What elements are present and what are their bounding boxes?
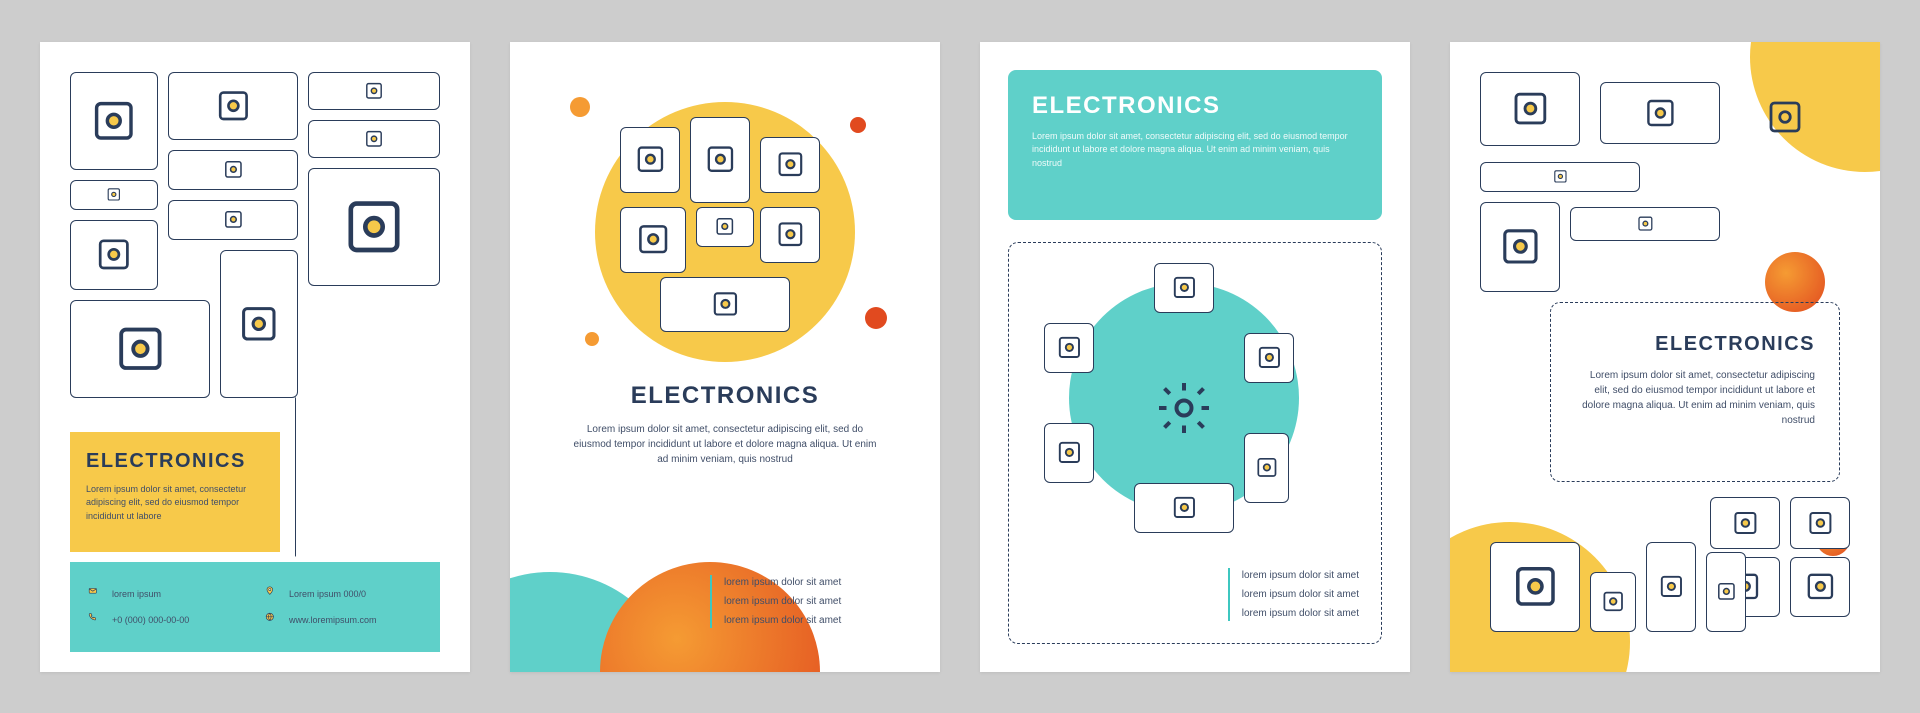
card4-title: ELECTRONICS <box>1575 333 1815 356</box>
card2-body: Lorem ipsum dolor sit amet, consectetur … <box>570 422 880 467</box>
conveyor-icon <box>660 277 790 332</box>
bullet-item: lorem ipsum dolor sit amet <box>724 594 841 609</box>
gear-icon <box>1154 378 1214 438</box>
card4-body: Lorem ipsum dolor sit amet, consectetur … <box>1575 368 1815 428</box>
tablet-icon <box>1044 423 1094 483</box>
wrench-icon <box>308 120 440 158</box>
wrench-icon <box>1570 207 1720 241</box>
coffee-maker-icon <box>760 137 820 193</box>
contact-text: lorem ipsum <box>112 589 161 599</box>
coffee-maker-icon <box>1480 202 1560 292</box>
screwdriver-icon <box>1480 162 1640 192</box>
bullet-item: lorem ipsum dolor sit amet <box>724 575 841 590</box>
pot-icon <box>696 207 754 247</box>
multicooker-icon <box>308 168 440 286</box>
phone-icon <box>88 612 104 628</box>
mixer-icon <box>1750 82 1820 152</box>
contact-item: lorem ipsum <box>88 586 245 602</box>
bullet-list: lorem ipsum dolor sit amet lorem ipsum do… <box>710 571 841 632</box>
bullet-list: lorem ipsum dolor sit amet lorem ipsum do… <box>1228 564 1359 625</box>
gear-icon <box>1044 323 1094 373</box>
blender-icon <box>1244 433 1289 503</box>
wrench-screwdriver-icon <box>1154 263 1214 313</box>
card1-body: Lorem ipsum dolor sit amet, consectetur … <box>86 483 264 524</box>
brochure-card-2: ELECTRONICS Lorem ipsum dolor sit amet, … <box>510 42 940 672</box>
stylus-icon <box>70 180 158 210</box>
brochure-card-1: ELECTRONICS Lorem ipsum dolor sit amet, … <box>40 42 470 672</box>
bullet-item: lorem ipsum dolor sit amet <box>1242 606 1359 621</box>
wrench2-icon <box>1790 497 1850 549</box>
connector-line <box>295 397 296 557</box>
blender-icon <box>1706 552 1746 632</box>
brochure-card-4: ELECTRONICS Lorem ipsum dolor sit amet, … <box>1450 42 1880 672</box>
pin-icon <box>265 586 281 602</box>
screwdriver2-icon <box>168 200 298 240</box>
fridge-icon <box>1646 542 1696 632</box>
conveyor-icon <box>1134 483 1234 533</box>
bullet-item: lorem ipsum dolor sit amet <box>724 613 841 628</box>
wrench2-icon <box>168 150 298 190</box>
washer-icon <box>1590 572 1636 632</box>
brochure-card-3: ELECTRONICS Lorem ipsum dolor sit amet, … <box>980 42 1410 672</box>
card3-body: Lorem ipsum dolor sit amet, consectetur … <box>1032 130 1358 171</box>
conveyor-icon <box>1600 82 1720 144</box>
accent-dot <box>570 97 590 117</box>
conveyor-icon <box>760 207 820 263</box>
icon-grid <box>70 72 440 402</box>
dashed-panel: lorem ipsum dolor sit amet lorem ipsum do… <box>1008 242 1382 644</box>
card1-title: ELECTRONICS <box>86 450 264 473</box>
accent-dot <box>865 307 887 329</box>
microwave-icon <box>70 220 158 290</box>
screwdriver-icon <box>308 72 440 110</box>
contact-panel: lorem ipsum Lorem ipsum 000/0 +0 (000) 000… <box>70 562 440 652</box>
washer-icon <box>620 127 680 193</box>
wrench-icon <box>620 207 686 273</box>
text-panel: ELECTRONICS Lorem ipsum dolor sit amet, … <box>1550 302 1840 482</box>
card2-title: ELECTRONICS <box>510 382 940 410</box>
bullet-item: lorem ipsum dolor sit amet <box>1242 587 1359 602</box>
contact-item: +0 (000) 000-00-00 <box>88 612 245 628</box>
contact-text: Lorem ipsum 000/0 <box>289 589 366 599</box>
fridge-icon <box>690 117 750 203</box>
header-panel: ELECTRONICS Lorem ipsum dolor sit amet, … <box>1008 70 1382 220</box>
globe-icon <box>265 612 281 628</box>
outlet-icon <box>1244 333 1294 383</box>
mail-icon <box>88 586 104 602</box>
contact-item: www.loremipsum.com <box>265 612 422 628</box>
blender-icon <box>220 250 298 398</box>
card3-title: ELECTRONICS <box>1032 92 1358 120</box>
bullet-item: lorem ipsum dolor sit amet <box>1242 568 1359 583</box>
coffee-maker-icon <box>70 72 158 170</box>
pot-icon <box>1710 497 1780 549</box>
devices-icon <box>70 300 210 398</box>
contact-text: www.loremipsum.com <box>289 615 377 625</box>
contact-item: Lorem ipsum 000/0 <box>265 586 422 602</box>
conveyor-icon <box>168 72 298 140</box>
microwave-icon <box>1480 72 1580 146</box>
outlet-icon <box>1790 557 1850 617</box>
hood-icon <box>1490 542 1580 632</box>
accent-dot <box>585 332 599 346</box>
title-panel: ELECTRONICS Lorem ipsum dolor sit amet, … <box>70 432 280 552</box>
accent-dot <box>850 117 866 133</box>
contact-text: +0 (000) 000-00-00 <box>112 615 189 625</box>
